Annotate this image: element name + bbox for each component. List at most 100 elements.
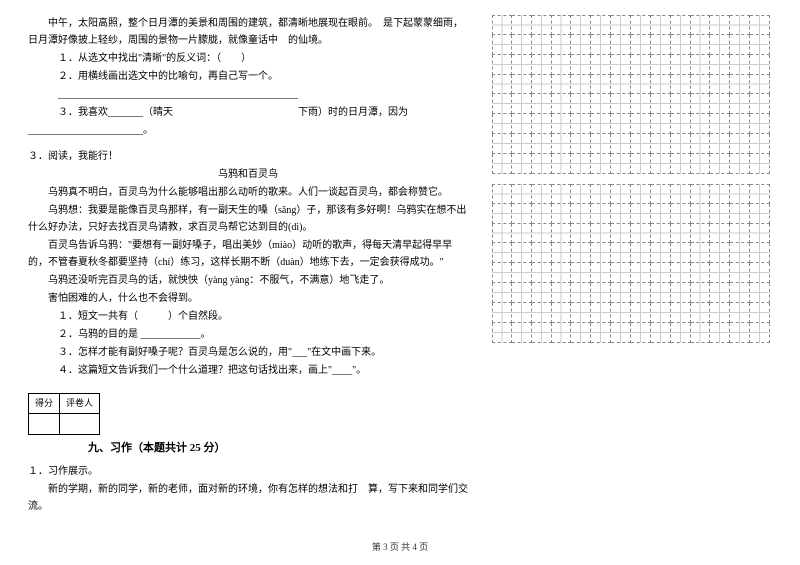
grid-cell <box>532 204 552 224</box>
grid-cell <box>552 55 572 75</box>
grid-cell <box>671 55 691 75</box>
grid-cell <box>651 283 671 303</box>
grid-cell <box>492 243 512 263</box>
grid-cell <box>611 35 631 55</box>
grid-cell <box>710 283 730 303</box>
grid-cell <box>691 154 711 174</box>
grid-cell <box>750 94 770 114</box>
grid-cell <box>571 323 591 343</box>
grid-cell <box>710 75 730 95</box>
grid-cell <box>710 323 730 343</box>
grid-cell <box>571 15 591 35</box>
grid-cell <box>492 224 512 244</box>
grid-cell <box>631 184 651 204</box>
grid-cell <box>611 323 631 343</box>
s9-body: 新的学期，新的同学，新的老师，面对新的环境，你有怎样的想法和打 算，写下来和同学… <box>28 481 468 515</box>
grid-cell <box>750 114 770 134</box>
p1-q3-blank: _______________________。 <box>28 122 468 139</box>
r2-q2: ２．乌鸦的目的是 ____________。 <box>28 326 468 343</box>
grid-cell <box>750 75 770 95</box>
grid-cell <box>691 15 711 35</box>
grid-cell <box>512 55 532 75</box>
grid-cell <box>492 204 512 224</box>
grid-cell <box>591 184 611 204</box>
grid-cell <box>571 75 591 95</box>
grid-cell <box>552 283 572 303</box>
grid-cell <box>611 114 631 134</box>
grid-cell <box>750 283 770 303</box>
grid-cell <box>710 114 730 134</box>
grid-cell <box>512 94 532 114</box>
grid-cell <box>671 35 691 55</box>
grid-cell <box>591 15 611 35</box>
grid-cell <box>512 323 532 343</box>
grid-cell <box>671 75 691 95</box>
grid-cell <box>651 94 671 114</box>
grid-cell <box>611 204 631 224</box>
grid-cell <box>671 323 691 343</box>
grid-cell <box>730 263 750 283</box>
grid-cell <box>691 283 711 303</box>
grid-cell <box>591 154 611 174</box>
grid-cell <box>552 243 572 263</box>
grid-cell <box>591 114 611 134</box>
grid-cell <box>552 263 572 283</box>
grid-cell <box>691 94 711 114</box>
grid-cell <box>591 243 611 263</box>
r2-q4: ４．这篇短文告诉我们一个什么道理？把这句话找出来，画上"____"。 <box>28 362 468 379</box>
grid-cell <box>671 134 691 154</box>
grid-cell <box>691 204 711 224</box>
grid-cell <box>631 323 651 343</box>
grid-cell <box>710 204 730 224</box>
grid-cell <box>591 224 611 244</box>
grid-cell <box>512 283 532 303</box>
grid-cell <box>651 75 671 95</box>
r2-q1: １．短文一共有（ ）个自然段。 <box>28 308 468 325</box>
grid-cell <box>492 94 512 114</box>
grid-cell <box>631 75 651 95</box>
writing-grid-2 <box>492 184 770 343</box>
grid-cell <box>611 224 631 244</box>
grid-cell <box>571 55 591 75</box>
grid-cell <box>651 204 671 224</box>
grid-cell <box>512 204 532 224</box>
grid-cell <box>591 94 611 114</box>
grid-cell <box>750 15 770 35</box>
grid-cell <box>691 114 711 134</box>
grid-cell <box>671 224 691 244</box>
grid-cell <box>730 134 750 154</box>
grid-cell <box>750 184 770 204</box>
grid-cell <box>671 243 691 263</box>
grid-cell <box>750 243 770 263</box>
grid-cell <box>571 184 591 204</box>
grid-cell <box>591 75 611 95</box>
grid-cell <box>710 94 730 114</box>
grid-cell <box>631 114 651 134</box>
grid-cell <box>730 323 750 343</box>
grid-cell <box>730 303 750 323</box>
grid-cell <box>591 323 611 343</box>
grid-cell <box>492 283 512 303</box>
grid-cell <box>671 154 691 174</box>
grid-cell <box>571 35 591 55</box>
grid-cell <box>750 303 770 323</box>
grid-cell <box>571 243 591 263</box>
grid-cell <box>532 55 552 75</box>
grid-cell <box>710 15 730 35</box>
right-column <box>492 15 772 516</box>
grid-cell <box>611 15 631 35</box>
grid-cell <box>611 303 631 323</box>
grid-cell <box>512 184 532 204</box>
grid-cell <box>532 134 552 154</box>
grid-cell <box>492 154 512 174</box>
r2-p2: 乌鸦想：我要是能像百灵鸟那样，有一副天生的嗓（sǎng）子，那该有多好啊！乌鸦实… <box>28 202 468 236</box>
grid-cell <box>651 243 671 263</box>
grid-cell <box>492 184 512 204</box>
p1-q2-blank: ________________________________________… <box>28 86 468 103</box>
grid-cell <box>552 204 572 224</box>
grid-cell <box>691 263 711 283</box>
grid-cell <box>552 114 572 134</box>
grid-cell <box>532 94 552 114</box>
grid-cell <box>611 55 631 75</box>
grid-cell <box>532 303 552 323</box>
